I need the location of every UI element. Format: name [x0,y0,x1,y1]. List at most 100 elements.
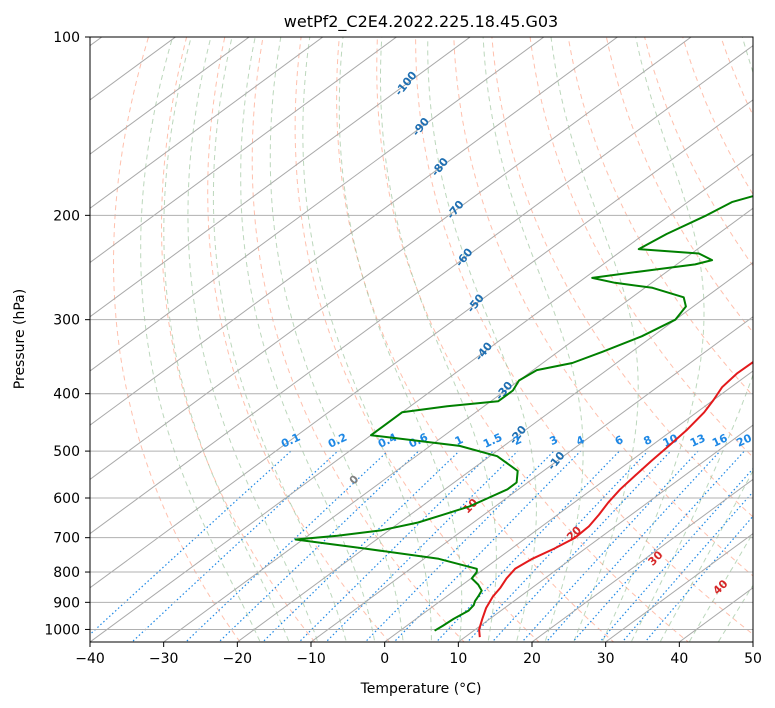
x-tick-label: 50 [744,651,762,667]
moist-adiabat [550,37,639,642]
isotherm-line [310,316,753,642]
dry-adiabat [376,37,690,642]
y-tick-label: 700 [53,531,80,547]
chart-title: wetPf2_C2E4.2022.225.18.45.G03 [284,12,558,32]
isotherm-line [90,37,545,372]
dry-adiabat [529,37,753,458]
dry-adiabat [605,37,753,334]
dewpoint-profile [294,195,753,632]
x-tick-label: −30 [149,651,179,667]
isotherm-line [678,587,753,642]
moist-adiabat [302,37,432,642]
x-tick-label: 40 [670,651,688,667]
isotherm-label: -60 [453,246,476,270]
isotherm-label: -40 [473,339,496,363]
y-tick-label: 900 [53,595,80,611]
moist-adiabat [659,469,753,642]
mixing-ratio-line [466,450,649,642]
isotherm-label: -80 [429,155,452,179]
isotherm-line [236,261,753,642]
mixing-ratio-line [599,467,753,642]
dry-adiabat [491,37,753,518]
x-tick-label: 30 [597,651,615,667]
dry-adiabat [207,37,391,642]
dry-adiabat [251,37,465,642]
dry-adiabat [112,37,241,642]
x-tick-label: 0 [380,651,389,667]
dry-adiabat [567,37,753,397]
moist-adiabat [630,37,753,642]
moist-adiabat [163,37,290,642]
y-tick-label: 400 [53,387,80,403]
x-axis: −40 −30 −20 −10 0 10 20 30 40 50 [75,642,762,667]
mixing-ratio-line [218,450,420,642]
moist-adiabat [688,531,753,642]
dry-adiabat [754,24,775,649]
y-tick-label: 200 [53,208,80,224]
isotherm-label: -90 [410,115,433,139]
moist-adiabat [212,37,347,642]
isotherm-line [90,37,177,101]
isotherm-line [752,641,753,642]
isotherm-line [531,478,753,642]
moist-adiabat [380,37,497,642]
x-tick-label: −40 [75,651,105,667]
mixing-ratio-label: 0.4 [376,431,399,451]
y-tick-label: 600 [53,491,80,507]
y-axis-title: Pressure (hPa) [12,289,28,389]
moist-adiabat [269,37,404,642]
moist-adiabat [482,37,584,642]
dry-adiabat [453,37,753,577]
moist-adiabat-label: 0 [347,472,362,487]
isotherm-line [90,37,250,155]
mixing-ratio-line [90,450,292,636]
isotherm-label: -10 [545,449,568,473]
moist-adiabat [240,37,376,642]
mixing-ratio-label: 13 [688,432,707,450]
moist-adiabat [187,37,319,642]
mixing-ratio-label: 16 [710,431,730,449]
isotherm-line [90,153,753,642]
mixing-ratio-label: 8 [642,433,654,448]
mixing-ratio-label: 10 [661,431,681,449]
mixing-ratio-line [131,450,339,642]
y-tick-label: 800 [53,565,80,581]
x-tick-label: 20 [523,651,541,667]
x-tick-label: −10 [296,651,326,667]
moist-adiabat [717,584,753,642]
mixing-ratio-label: 0.2 [326,431,349,451]
isotherm-line [90,37,692,480]
mixing-ratio-line [491,450,672,642]
moist-adiabat [140,37,261,642]
dry-adiabat [160,37,316,642]
x-axis-title: Temperature (°C) [360,681,482,697]
dry-adiabat [682,37,753,196]
dry-adiabat [415,37,753,635]
mixing-ratio-line [521,450,699,642]
x-tick-label: 10 [449,651,467,667]
isotherm-line [90,45,753,535]
mixing-ratio-line [435,450,620,642]
isotherm-label: -70 [444,198,467,222]
mixing-ratio-label: 25 [759,432,775,450]
plot-frame [89,36,754,643]
sounding-series [294,195,753,638]
isotherm-label: -100 [392,69,420,99]
moist-adiabat [427,37,537,642]
moist-adiabat [601,37,705,642]
isotherm-line [90,37,619,426]
mixing-ratio-line [644,515,753,642]
isotherm-line [90,37,324,209]
y-tick-label: 500 [53,444,80,460]
y-tick-label: 1000 [44,622,80,638]
isotherm-line [604,532,753,642]
y-tick-label: 100 [53,30,80,46]
isotherm-line [383,370,753,642]
isotherm-label: -50 [464,291,487,315]
mixing-ratio-line [298,450,494,642]
isotherm-line [90,99,753,589]
x-tick-label: −20 [223,651,253,667]
y-axis: 100 200 300 400 500 600 700 800 900 1000 [44,30,90,638]
mixing-ratio-line [545,450,721,642]
